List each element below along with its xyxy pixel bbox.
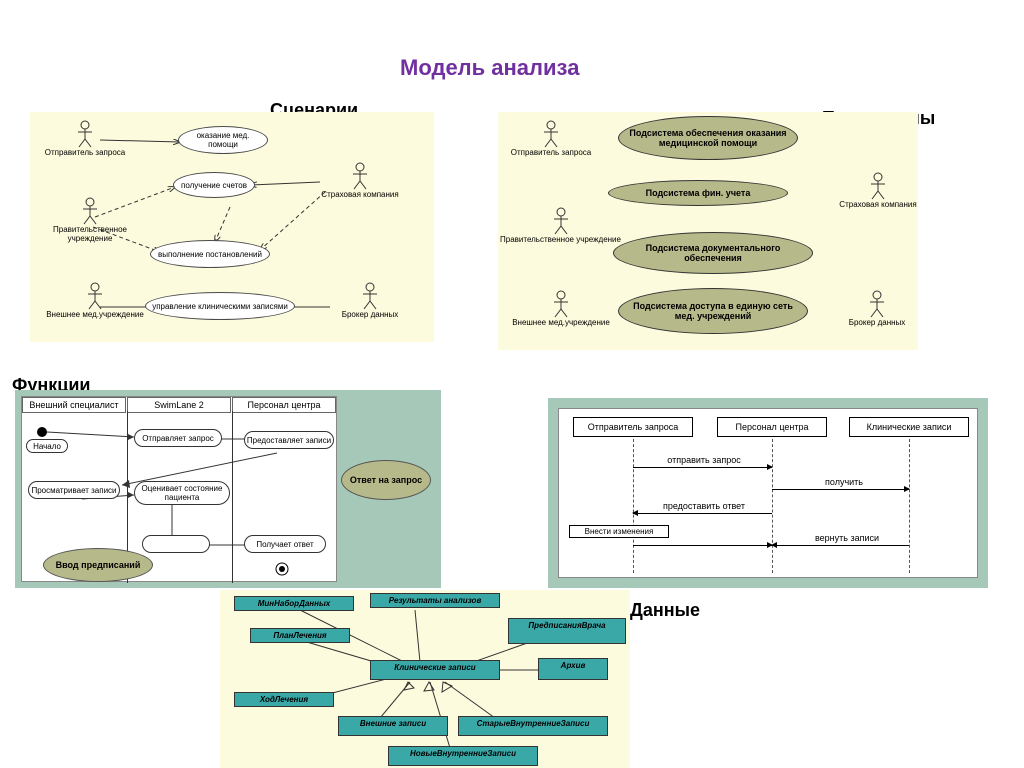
data-panel: МинНаборДанных Результаты анализов ПланЛ…: [220, 590, 630, 768]
usecase-help: оказание мед. помощи: [178, 126, 268, 154]
msg-line-4: [633, 545, 772, 546]
algorithms-panel: Отправитель запроса Персонал центра Клин…: [548, 398, 988, 588]
actor-sender: Отправитель запроса: [40, 120, 130, 157]
lifeline-1: [633, 439, 634, 573]
msg-5: вернуть записи: [807, 533, 887, 543]
actor-insurance: Страховая компания: [310, 162, 410, 199]
subsys-3: Подсистема документального обеспечения: [613, 232, 813, 274]
actor2-insurance: Страховая компания: [838, 172, 918, 209]
node-assess: Оценивает состояние пациента: [134, 481, 230, 505]
actor-icon: [551, 290, 571, 318]
class-5: Клинические записи: [370, 660, 500, 680]
actor2-sender: Отправитель запроса: [506, 120, 596, 157]
actor2-extmed-label: Внешнее мед.учреждение: [506, 318, 616, 327]
subsystems-panel: Отправитель запроса Правительственное уч…: [498, 112, 918, 350]
actor-icon: [551, 207, 571, 235]
lifeline-2: [772, 439, 773, 573]
actor-icon: [75, 120, 95, 148]
actor2-gov: Правительственное учреждение: [498, 207, 623, 244]
section-data: Данные: [630, 600, 700, 621]
node-start: Начало: [26, 439, 68, 453]
class-4: ПредписанияВрача: [508, 618, 626, 644]
actor-icon: [867, 290, 887, 318]
actor-gov: Правительственное учреждение: [30, 197, 150, 243]
actor-extmed: Внешнее мед.учреждение: [40, 282, 150, 319]
actor2-broker-label: Брокер данных: [838, 318, 916, 327]
usecase-decree: выполнение постановлений: [150, 240, 270, 268]
class-7: ХодЛечения: [234, 692, 334, 707]
node-provide: Предоставляет записи: [244, 431, 334, 449]
actor-gov-label: Правительственное учреждение: [30, 225, 150, 243]
subsys-2: Подсистема фин. учета: [608, 180, 788, 206]
node-inspect: Просматривает записи: [28, 481, 120, 499]
msg-line-3: [633, 513, 772, 514]
label-input: Ввод предписаний: [43, 548, 153, 582]
actor2-broker: Брокер данных: [838, 290, 916, 327]
actor-icon: [85, 282, 105, 310]
actor2-sender-label: Отправитель запроса: [506, 148, 596, 157]
participant-3: Клинические записи: [849, 417, 969, 437]
actor-insurance-label: Страховая компания: [310, 190, 410, 199]
class-8: Внешние записи: [338, 716, 448, 736]
actor-icon: [868, 172, 888, 200]
class-10: НовыеВнутренниеЗаписи: [388, 746, 538, 766]
msg-line-5: [772, 545, 909, 546]
usecase-bills: получение счетов: [173, 172, 255, 198]
class-1: МинНаборДанных: [234, 596, 354, 611]
actor-icon: [350, 162, 370, 190]
node-receive: Получает ответ: [244, 535, 326, 553]
node-send: Отправляет запрос: [134, 429, 222, 447]
class-2: Результаты анализов: [370, 593, 500, 608]
class-9: СтарыеВнутренниеЗаписи: [458, 716, 608, 736]
participant-1: Отправитель запроса: [573, 417, 693, 437]
lifeline-3: [909, 439, 910, 573]
actor-sender-label: Отправитель запроса: [40, 148, 130, 157]
actor-extmed-label: Внешнее мед.учреждение: [40, 310, 150, 319]
node-blank: [142, 535, 210, 553]
subsys-1: Подсистема обеспечения оказания медицинс…: [618, 116, 798, 160]
subsys-4: Подсистема доступа в единую сеть мед. уч…: [618, 288, 808, 334]
page-title: Модель анализа: [400, 55, 579, 81]
label-answer: Ответ на запрос: [341, 460, 431, 500]
participant-2: Персонал центра: [717, 417, 827, 437]
actor-broker: Брокер данных: [330, 282, 410, 319]
functions-panel: Внешний специалист SwimLane 2 Персонал ц…: [15, 390, 441, 588]
actor2-extmed: Внешнее мед.учреждение: [506, 290, 616, 327]
class-6: Архив: [538, 658, 608, 680]
actor-broker-label: Брокер данных: [330, 310, 410, 319]
msg-3: предоставить ответ: [649, 501, 759, 511]
actor2-insurance-label: Страховая компания: [838, 200, 918, 209]
usecase-records: управление клиническими записями: [145, 292, 295, 320]
actor-icon: [360, 282, 380, 310]
msg-line-1: [633, 467, 772, 468]
msg-line-2: [772, 489, 909, 490]
actor-icon: [80, 197, 100, 225]
scenarios-panel: Отправитель запроса оказание мед. помощи…: [30, 112, 434, 342]
class-3: ПланЛечения: [250, 628, 350, 643]
msg-1: отправить запрос: [654, 455, 754, 465]
msg-2: получить: [809, 477, 879, 487]
actor-icon: [541, 120, 561, 148]
msg-4: Внести изменения: [569, 525, 669, 538]
actor2-gov-label: Правительственное учреждение: [498, 235, 623, 244]
